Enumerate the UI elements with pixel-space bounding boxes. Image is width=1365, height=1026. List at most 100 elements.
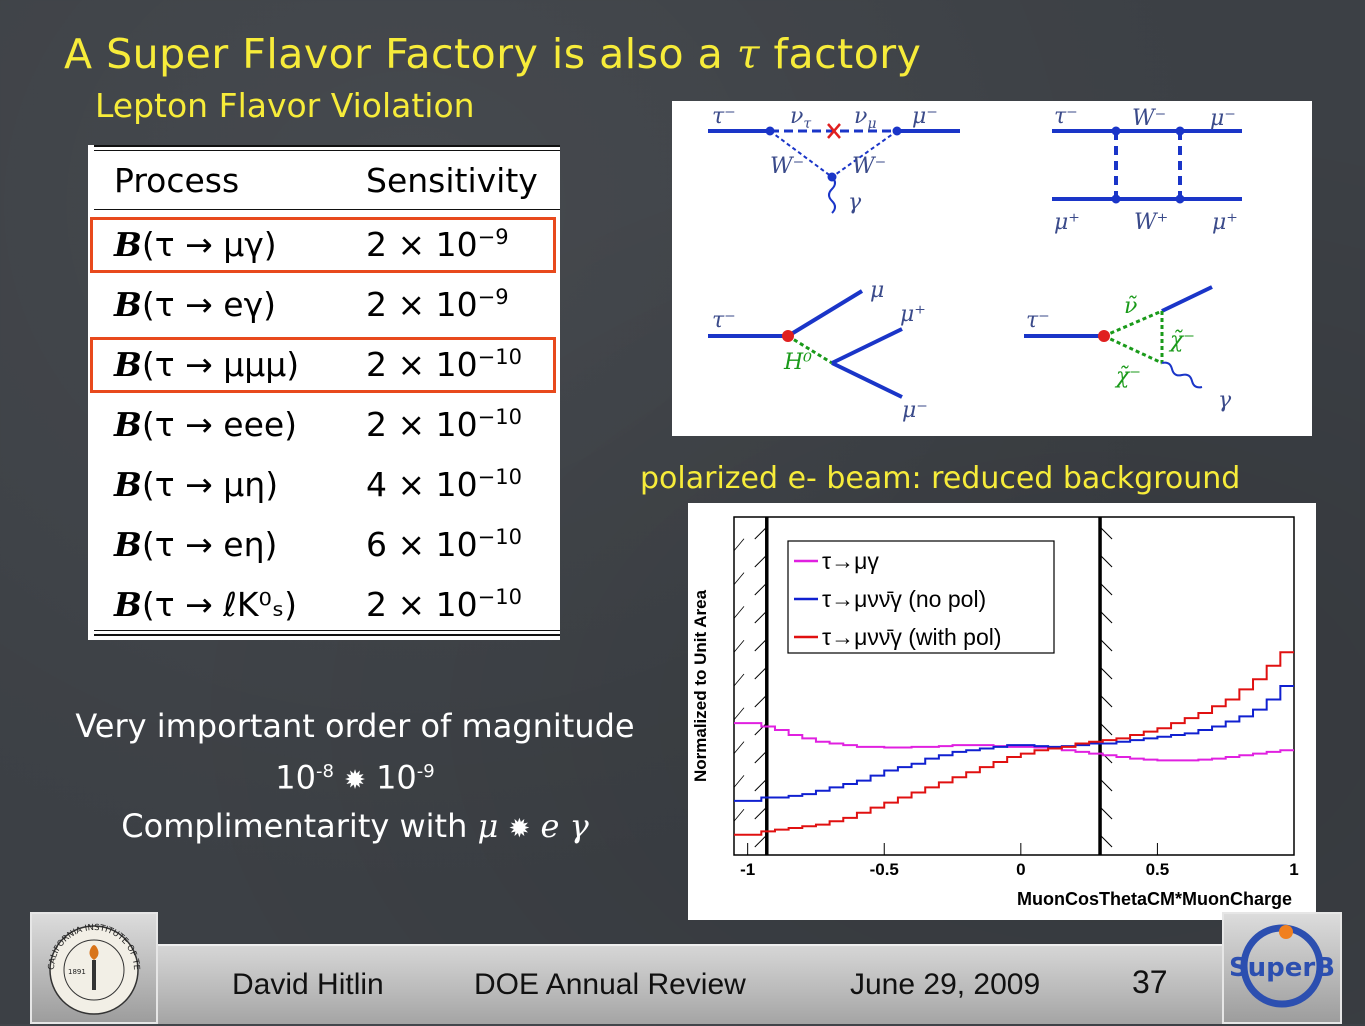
footer-author: David Hitlin <box>232 968 384 1001</box>
process-cell: B(τ → eη) <box>114 525 278 564</box>
torch-flame-icon <box>89 945 99 960</box>
x-tick-label: 0 <box>1016 860 1025 879</box>
plot-legend: τ→μγ τ→μνν̄γ (no pol) τ→μνν̄γ (with pol) <box>787 540 1055 654</box>
series-line <box>734 722 1294 762</box>
title-tau: τ <box>736 30 760 78</box>
footer-event: DOE Annual Review <box>474 968 746 1001</box>
process-cell: B(τ → eγ) <box>114 285 276 324</box>
legend-entry: τ→μνν̄γ (with pol) <box>822 624 1002 650</box>
header-sensitivity: Sensitivity <box>366 161 538 200</box>
y-tick-mark <box>733 741 745 754</box>
d3-h0-label: H⁰ <box>783 350 812 375</box>
sensitivity-cell: 2 × 10−9 <box>366 285 509 324</box>
y-tick-mark <box>733 606 745 619</box>
d1-w-left-label: W⁻ <box>770 154 804 179</box>
superb-logo: SuperB <box>1222 912 1342 1024</box>
header-process: Process <box>114 161 240 200</box>
table-row: B(τ → μη) 4 × 10−10 <box>88 455 560 515</box>
cut-hatch <box>754 722 768 736</box>
title-suffix: factory <box>760 30 922 78</box>
table-row: B(τ → μμμ) 2 × 10−10 <box>88 335 560 395</box>
d4-nu-tilde-label: ν̃ <box>1124 294 1137 319</box>
notes-line-2: 10-8 ✹ 10-9 <box>275 758 435 797</box>
process-cell: B(τ → μη) <box>114 465 279 504</box>
sensitivity-cell: 6 × 10−10 <box>366 525 522 564</box>
y-tick-mark <box>733 673 745 687</box>
y-tick-mark <box>733 808 745 822</box>
cut-hatch <box>754 526 768 540</box>
svg-text:1891: 1891 <box>68 968 86 976</box>
d1-nu-tau-label: ντ <box>790 104 811 132</box>
notes-line-3: Complimentarity with μ ✹ e γ <box>121 806 589 845</box>
cut-hatch <box>1099 610 1113 624</box>
sensitivity-table: Process Sensitivity B(τ → μγ) 2 × 10−9 B(τ… <box>88 145 560 640</box>
legend-entry: τ→μγ <box>822 548 879 574</box>
cut-hatch <box>1099 722 1113 736</box>
cut-hatch <box>754 806 768 820</box>
d2-mu-plus2-label: μ⁺ <box>1212 210 1238 235</box>
sensitivity-cell: 2 × 10−10 <box>366 345 522 384</box>
sensitivity-cell: 2 × 10−10 <box>366 405 522 444</box>
process-cell: B(τ → μμμ) <box>114 345 300 384</box>
feynman-diagrams: τ⁻ ντ νμ μ⁻ W⁻ W⁻ γ τ⁻ W⁻ μ⁻ μ⁺ W⁺ μ⁺ <box>672 101 1312 436</box>
d1-mu-label: μ⁻ <box>912 104 938 129</box>
sensitivity-cell: 4 × 10−10 <box>366 465 522 504</box>
feynman-diagram-higgs <box>708 289 903 399</box>
cut-hatch <box>754 750 768 764</box>
process-cell: B(τ → eee) <box>114 405 298 444</box>
cut-hatch <box>754 610 768 624</box>
highlight-box <box>90 217 556 273</box>
d4-chi-right-label: χ̃⁻ <box>1168 328 1195 353</box>
highlight-box <box>90 337 556 393</box>
cut-hatch <box>1099 806 1113 820</box>
y-axis-label: Normalized to Unit Area <box>691 589 710 782</box>
legend-entry: τ→μνν̄γ (no pol) <box>822 586 986 612</box>
x-tick-label: -0.5 <box>870 860 899 879</box>
table-row: B(τ → μγ) 2 × 10−9 <box>88 215 560 275</box>
series-line <box>734 685 1294 802</box>
cut-hatch <box>754 638 768 652</box>
process-cell: B(τ → ℓK⁰ₛ) <box>114 585 297 624</box>
sensitivity-cell: 2 × 10−9 <box>366 225 509 264</box>
slide-subtitle: Lepton Flavor Violation <box>95 86 475 125</box>
x-tick-label: 0.5 <box>1146 860 1170 879</box>
cut-hatch <box>1099 638 1113 652</box>
cut-hatch <box>754 778 768 792</box>
table-row: B(τ → eee) 2 × 10−10 <box>88 395 560 455</box>
cut-hatch <box>754 834 768 848</box>
d2-mu-plus-label: μ⁺ <box>1054 210 1080 235</box>
table-row: B(τ → eγ) 2 × 10−9 <box>88 275 560 335</box>
superb-dot-icon <box>1279 925 1293 939</box>
arrow-burst-icon: ✹ <box>508 813 531 844</box>
d4-gamma-label: γ <box>1218 388 1232 413</box>
d1-tau-label: τ⁻ <box>712 104 736 129</box>
x-axis-ticks: -1 -0.5 0 0.5 1 <box>733 538 1299 879</box>
series-line <box>734 651 1294 836</box>
d2-tau-label: τ⁻ <box>1054 104 1078 129</box>
svg-text:SuperB: SuperB <box>1229 953 1335 983</box>
table-row: B(τ → eη) 6 × 10−10 <box>88 515 560 575</box>
cut-hatch <box>1099 554 1113 568</box>
cut-lines <box>754 517 1113 855</box>
cut-hatch <box>1099 526 1113 540</box>
notes-block: Very important order of magnitude 10-8 ✹… <box>40 704 670 852</box>
series-lines <box>734 651 1294 836</box>
table-top-rule <box>94 145 560 151</box>
d1-nu-mu-label: νμ <box>854 104 876 132</box>
d3-tau-label: τ⁻ <box>712 308 736 333</box>
d4-tau-label: τ⁻ <box>1026 308 1050 333</box>
feynman-diagram-box <box>1052 126 1242 204</box>
caltech-logo: CALIFORNIA INSTITUTE OF TECHNOLOGY 1891 <box>28 907 158 1024</box>
cut-hatch <box>1099 666 1113 680</box>
footer-bar <box>152 944 1232 1024</box>
y-tick-mark <box>733 572 745 585</box>
cut-hatch <box>1099 834 1113 848</box>
cut-hatch <box>754 694 768 708</box>
d1-gamma-label: γ <box>848 190 862 215</box>
cut-hatch <box>1099 694 1113 708</box>
footer-date: June 29, 2009 <box>850 968 1041 1001</box>
feynman-diagram-sm-loop <box>708 126 960 214</box>
slide-title: A Super Flavor Factory is also a τ facto… <box>64 30 921 78</box>
notes-line-1: Very important order of magnitude <box>75 707 635 745</box>
x-tick-label: 1 <box>1289 860 1298 879</box>
